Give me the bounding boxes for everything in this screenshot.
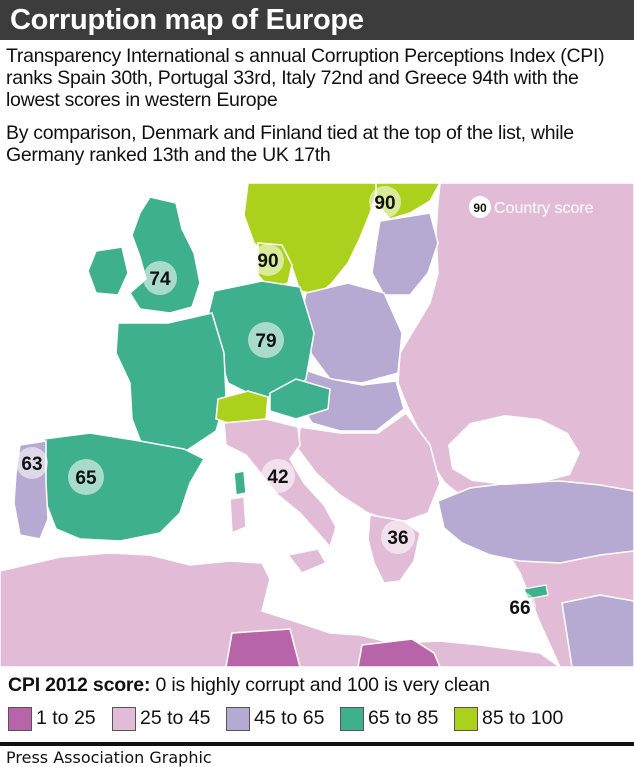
legend-label: 65 to 85 <box>368 707 439 729</box>
scale-text: 0 is highly corrupt and 100 is very clea… <box>150 674 490 696</box>
footer-rule <box>0 742 634 746</box>
score-label-uk: 74 <box>149 269 171 290</box>
map-region-levant <box>561 594 634 667</box>
title-bar: Corruption map of Europe <box>0 0 634 40</box>
map-region-tunisia <box>225 628 301 667</box>
map-region-north-africa <box>0 552 562 667</box>
map-key: 90 Country score <box>469 196 594 218</box>
score-bubble-portugal: 63 <box>16 447 48 479</box>
map-region-great-britain <box>129 196 201 314</box>
score-bubble-italy: 42 <box>261 459 295 493</box>
map-key-sample: 90 <box>473 201 487 215</box>
map-region-corsica <box>233 470 247 496</box>
map-region-sardinia <box>229 496 247 535</box>
footer-credit: Press Association Graphic <box>6 748 212 767</box>
score-bubble-spain: 65 <box>68 459 104 495</box>
score-label-cyprus: 66 <box>509 598 530 619</box>
score-bubble-finland: 90 <box>369 186 401 218</box>
legend-label: 25 to 45 <box>140 707 211 729</box>
legend-label: 85 to 100 <box>482 707 564 729</box>
score-label-italy: 42 <box>267 467 288 488</box>
score-label-denmark: 90 <box>257 251 278 272</box>
scale-description: CPI 2012 score: 0 is highly corrupt and … <box>8 674 490 697</box>
legend-label: 45 to 65 <box>254 707 325 729</box>
intro-paragraph-1: Transparency International s annual Corr… <box>6 45 605 111</box>
page-title: Corruption map of Europe <box>10 4 364 36</box>
map-region-baltics <box>371 212 439 296</box>
legend-swatch <box>226 707 250 731</box>
intro-paragraph-2: By comparison, Denmark and Finland tied … <box>6 122 574 166</box>
map-region-turkey <box>437 480 634 564</box>
map-region-poland <box>299 282 403 384</box>
score-bubble-germany: 79 <box>248 322 284 358</box>
score-bubble-greece: 36 <box>381 520 415 554</box>
map-region-sicily <box>286 548 328 574</box>
europe-map: 74 90 90 79 63 65 42 36 <box>0 183 634 667</box>
legend-swatch <box>454 707 478 731</box>
map-region-ireland <box>87 246 129 296</box>
map-region-balkans <box>297 411 441 524</box>
score-label-portugal: 63 <box>21 454 42 475</box>
score-label-spain: 65 <box>75 468 97 489</box>
map-key-label: Country score <box>494 200 594 217</box>
score-label-finland: 90 <box>374 193 395 214</box>
map-region-spain <box>43 432 206 542</box>
score-label-greece: 36 <box>387 528 408 549</box>
scale-lead: CPI 2012 score: <box>8 674 151 696</box>
legend-swatch <box>340 707 364 731</box>
map-region-black-sea <box>448 415 580 485</box>
legend-label: 1 to 25 <box>36 707 96 729</box>
score-bubble-uk: 74 <box>143 261 177 295</box>
score-label-germany: 79 <box>255 331 276 352</box>
legend-swatch <box>112 707 136 731</box>
map-region-austria <box>269 378 331 420</box>
map-region-libya <box>357 638 441 667</box>
score-bubble-cyprus: 66 <box>504 591 536 623</box>
score-bubble-denmark: 90 <box>252 244 284 276</box>
map-svg: 74 90 90 79 63 65 42 36 <box>0 183 634 667</box>
map-region-france <box>115 312 227 452</box>
legend-swatch <box>8 707 32 731</box>
